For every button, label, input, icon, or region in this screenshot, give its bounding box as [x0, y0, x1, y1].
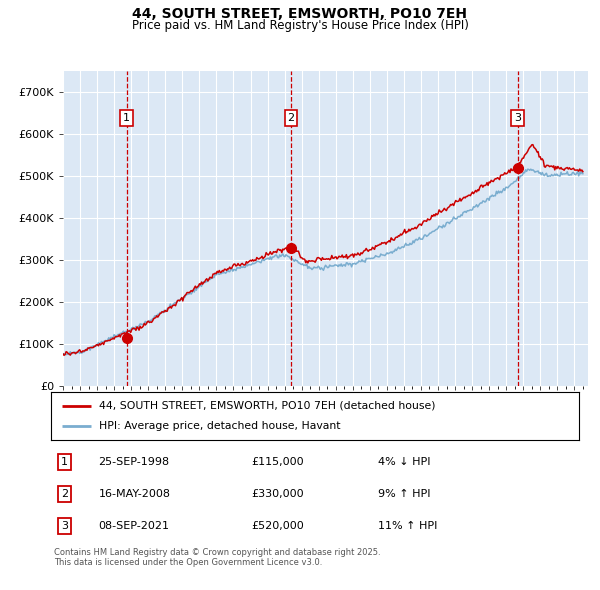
Text: 44, SOUTH STREET, EMSWORTH, PO10 7EH: 44, SOUTH STREET, EMSWORTH, PO10 7EH [133, 7, 467, 21]
Text: 2: 2 [287, 113, 295, 123]
Text: £520,000: £520,000 [251, 521, 304, 531]
Text: 9% ↑ HPI: 9% ↑ HPI [379, 489, 431, 499]
Text: 4% ↓ HPI: 4% ↓ HPI [379, 457, 431, 467]
Text: Price paid vs. HM Land Registry's House Price Index (HPI): Price paid vs. HM Land Registry's House … [131, 19, 469, 32]
Text: 3: 3 [514, 113, 521, 123]
Text: 08-SEP-2021: 08-SEP-2021 [98, 521, 170, 531]
Text: 11% ↑ HPI: 11% ↑ HPI [379, 521, 438, 531]
Text: HPI: Average price, detached house, Havant: HPI: Average price, detached house, Hava… [98, 421, 340, 431]
Text: 25-SEP-1998: 25-SEP-1998 [98, 457, 170, 467]
Text: 1: 1 [123, 113, 130, 123]
Text: 2: 2 [61, 489, 68, 499]
Text: 3: 3 [61, 521, 68, 531]
Text: Contains HM Land Registry data © Crown copyright and database right 2025.
This d: Contains HM Land Registry data © Crown c… [54, 548, 380, 567]
Text: 16-MAY-2008: 16-MAY-2008 [98, 489, 170, 499]
Text: 1: 1 [61, 457, 68, 467]
Text: 44, SOUTH STREET, EMSWORTH, PO10 7EH (detached house): 44, SOUTH STREET, EMSWORTH, PO10 7EH (de… [98, 401, 435, 411]
Text: £330,000: £330,000 [251, 489, 304, 499]
Text: £115,000: £115,000 [251, 457, 304, 467]
